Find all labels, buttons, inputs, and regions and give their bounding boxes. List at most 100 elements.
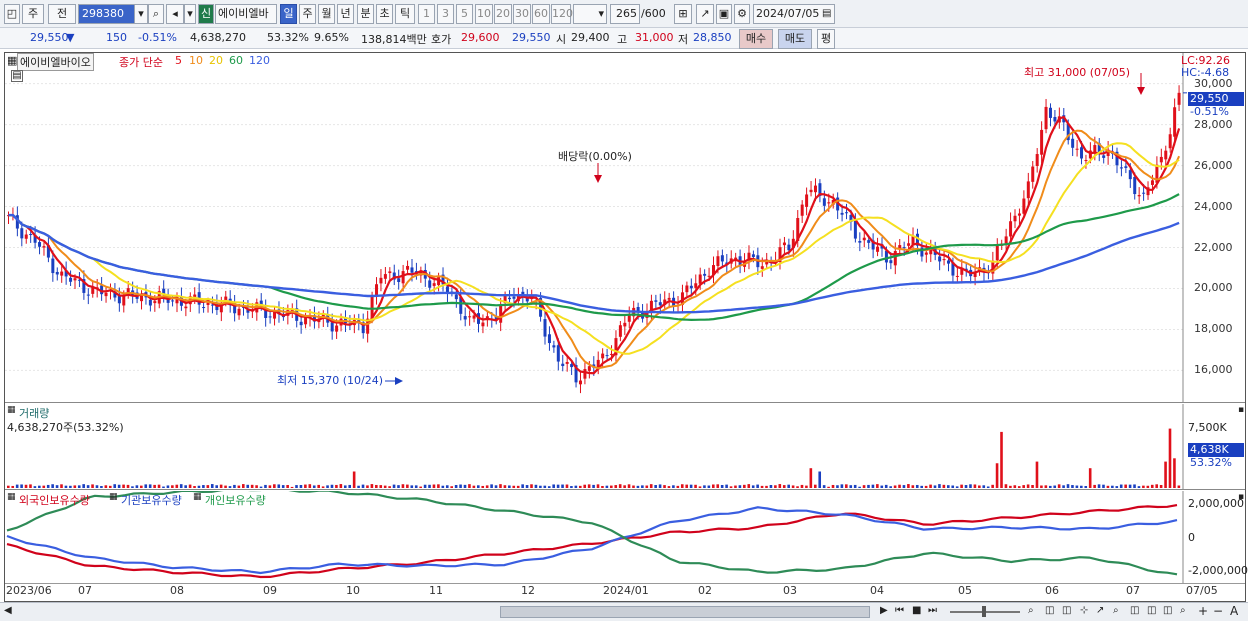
holding-pane[interactable]: ▦ 외국인보유수량 ▦ 기관보유수량 ▦ 개인보유수량 2,000,000 0 … (5, 491, 1248, 583)
period-tab-month[interactable]: 월 (318, 4, 335, 24)
interval-30[interactable]: 30 (513, 4, 531, 24)
buy-button[interactable]: 매수 (739, 29, 773, 49)
volume-bar (778, 484, 782, 488)
pane-icon[interactable]: ▦ (7, 405, 16, 415)
scrollbar[interactable]: ◀ ▶ ⏮ ■ ⏭ ⌕ ◫ ◫ ⊹ ↗ ⌕ ◫ ◫ ◫ ⌕ + − A (0, 602, 1248, 621)
volume-bar (472, 485, 476, 488)
chevron-down-icon: ▾ (598, 7, 604, 20)
candle-body (246, 308, 250, 313)
period-tab-second[interactable]: 초 (376, 4, 393, 24)
crosshair-icon[interactable]: ⊹ (1080, 605, 1089, 616)
evaluate-button[interactable]: 평 (817, 29, 835, 49)
candle-body (299, 321, 303, 326)
stock-code-input[interactable]: 298380 (78, 4, 136, 24)
period-tab-year[interactable]: 년 (337, 4, 354, 24)
candle-body (924, 252, 928, 255)
candle-body (614, 338, 618, 356)
stop-icon[interactable]: ■ (912, 605, 922, 616)
change-percent: -0.51% (138, 31, 177, 44)
candle-body (574, 365, 578, 383)
interval-dropdown[interactable]: ▾ (573, 4, 607, 24)
table-icon[interactable]: ▤ (11, 70, 23, 82)
volume-bar (858, 486, 861, 488)
fit-icon[interactable]: ◫ (1163, 605, 1173, 616)
gear-icon[interactable]: ⚙ (734, 4, 750, 24)
candle-body (1106, 149, 1110, 157)
fit-icon[interactable]: ◫ (1062, 605, 1072, 616)
candle-body (845, 212, 849, 214)
period-tab-tick[interactable]: 틱 (395, 4, 415, 24)
fit-icon[interactable]: ◫ (1147, 605, 1157, 616)
period-tab-day[interactable]: 일 (280, 4, 297, 24)
interval-20[interactable]: 20 (494, 4, 512, 24)
pane-close-icon[interactable]: ▪ (1238, 492, 1245, 502)
rewind-icon[interactable]: ⏮ (895, 605, 904, 616)
volume-bar (1004, 484, 1008, 488)
stock-name-tag[interactable]: 에이비엘바이오 (17, 53, 94, 71)
quote-bar: 29,550 ▼ 150 -0.51% 4,638,270 53.32% 9.6… (0, 28, 1248, 49)
chart-tools-icon[interactable]: ⊞ (674, 4, 692, 24)
interval-1[interactable]: 1 (418, 4, 435, 24)
mode-button[interactable]: 주 (22, 4, 44, 24)
zoom-out-icon[interactable]: − (1213, 604, 1224, 618)
volume-bar (924, 485, 928, 488)
period-tab-week[interactable]: 주 (299, 4, 316, 24)
zoom-in-icon[interactable]: + (1198, 604, 1209, 618)
volume-bar (574, 485, 578, 488)
magnify-icon[interactable]: ⌕ (1113, 605, 1119, 616)
volume-bar (179, 484, 183, 488)
calendar-icon[interactable]: ▤ (822, 8, 832, 19)
volume-bar (689, 484, 693, 488)
fast-forward-icon[interactable]: ⏭ (928, 605, 937, 616)
interval-10[interactable]: 10 (475, 4, 493, 24)
pane-close-icon[interactable]: ▪ (1238, 405, 1245, 415)
candle-body (552, 345, 556, 348)
volume-bar (578, 485, 582, 488)
volume-bar (215, 485, 218, 488)
zoom-slider-handle[interactable] (982, 606, 986, 617)
settings-icon[interactable]: ▦ (7, 54, 18, 67)
volume-bar (694, 484, 697, 488)
magnify-icon[interactable]: ⌕ (1180, 605, 1186, 616)
magnify-icon[interactable]: ⌕ (1028, 605, 1034, 616)
save-icon[interactable]: ▣ (716, 4, 732, 24)
volume-bar (893, 485, 897, 488)
count-input[interactable]: 265 (610, 4, 640, 24)
candle-body (42, 246, 46, 248)
volume-pane[interactable]: ▦ 거래량 4,638,270주(53.32%) 7,500K 4,638K 5… (5, 404, 1245, 490)
fit-icon[interactable]: ◫ (1130, 605, 1140, 616)
line-icon[interactable]: ↗ (1096, 605, 1105, 616)
speaker-icon[interactable]: ◂ (166, 4, 184, 24)
search-icon[interactable]: ⌕ (148, 4, 164, 24)
volume-bar (964, 485, 968, 488)
volume-bar (1031, 485, 1034, 488)
candle-body (521, 291, 525, 295)
draw-icon[interactable]: ↗ (696, 4, 714, 24)
volume-bar (853, 484, 857, 488)
interval-60[interactable]: 60 (532, 4, 550, 24)
interval-120[interactable]: 120 (551, 4, 573, 24)
scroll-right-icon[interactable]: ▶ (880, 605, 888, 616)
prev-button[interactable]: 전 (48, 4, 76, 24)
pane-icon[interactable]: ▦ (7, 492, 16, 502)
scroll-thumb[interactable] (500, 606, 870, 618)
font-size-icon[interactable]: A (1230, 604, 1239, 618)
chevron-down-icon[interactable]: ▾ (184, 4, 196, 24)
volume-bar (800, 484, 804, 488)
price-pane[interactable]: ▦ 에이비엘바이오 종가 단순 5 10 20 60 120 ▤ LC:92.2… (5, 53, 1245, 403)
candle-body (947, 260, 950, 264)
x-label: 05 (958, 584, 972, 597)
fit-icon[interactable]: ◫ (1045, 605, 1055, 616)
period-tab-minute[interactable]: 분 (357, 4, 374, 24)
candle-body (1071, 138, 1075, 148)
interval-5[interactable]: 5 (456, 4, 473, 24)
window-icon[interactable]: ◰ (4, 4, 20, 24)
chevron-down-icon[interactable]: ▾ (134, 4, 148, 24)
sell-button[interactable]: 매도 (778, 29, 812, 49)
scroll-left-icon[interactable]: ◀ (4, 605, 12, 616)
volume-bar (64, 485, 68, 488)
new-button[interactable]: 신 (198, 4, 214, 24)
date-input[interactable]: 2024/07/05 (753, 4, 835, 24)
chart-area[interactable]: ▦ 에이비엘바이오 종가 단순 5 10 20 60 120 ▤ LC:92.2… (4, 52, 1248, 602)
interval-3[interactable]: 3 (437, 4, 454, 24)
